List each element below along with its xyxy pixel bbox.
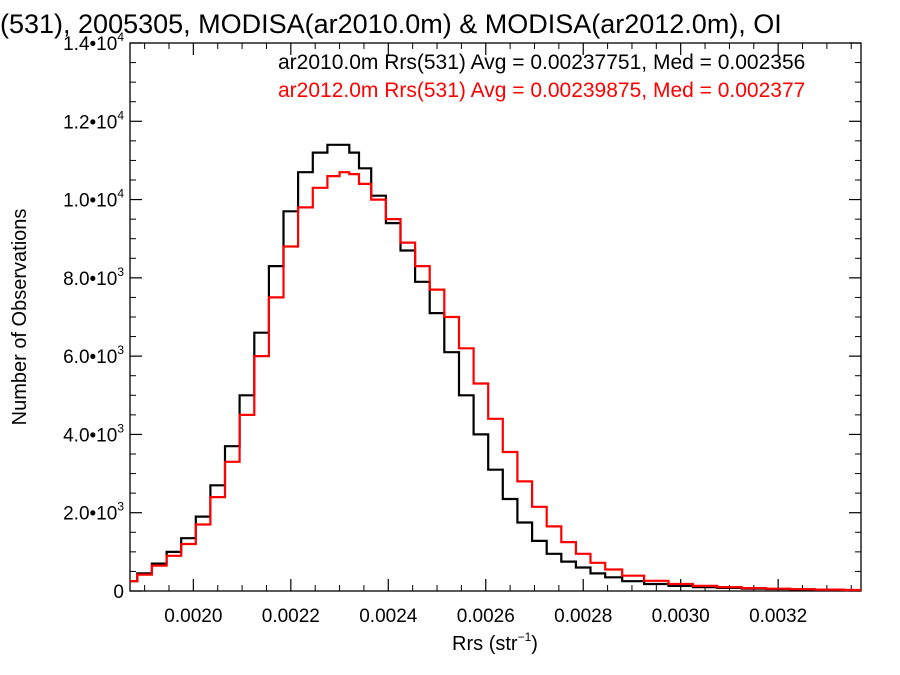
y-tick-label: 2.0•103 <box>63 500 124 525</box>
y-tick-exponent: 3 <box>117 421 124 435</box>
x-tick-label: 0.0020 <box>164 606 222 627</box>
x-tick-label: 0.0030 <box>652 606 710 627</box>
y-tick-mantissa: 2.0•10 <box>63 504 117 525</box>
x-tick-label: 0.0028 <box>554 606 612 627</box>
y-tick-mantissa: 6.0•10 <box>63 347 117 368</box>
series-line-ar2012-0m <box>130 171 861 592</box>
y-tick-mantissa: 1.4•10 <box>63 34 117 55</box>
y-tick-exponent: 3 <box>117 500 124 514</box>
x-tick-label: 0.0024 <box>359 606 418 627</box>
x-axis-label: Rrs (str−1) <box>452 630 538 655</box>
y-tick-label: 0 <box>113 582 124 603</box>
legend-entry-ar2010: ar2010.0m Rrs(531) Avg = 0.00237751, Med… <box>278 51 805 74</box>
chart-title: (531), 2005305, MODISA(ar2010.0m) & MODI… <box>0 9 782 39</box>
y-tick-exponent: 3 <box>117 265 124 279</box>
y-tick-mantissa: 1.2•10 <box>63 112 117 133</box>
y-tick-exponent: 4 <box>117 30 124 44</box>
y-tick-label: 6.0•103 <box>63 343 124 368</box>
y-tick-mantissa: 8.0•10 <box>63 269 117 290</box>
y-tick-mantissa: 1.0•10 <box>63 191 117 212</box>
x-axis-label-main: Rrs (str <box>452 633 518 655</box>
legend-entry-ar2012: ar2012.0m Rrs(531) Avg = 0.00239875, Med… <box>278 79 805 102</box>
y-tick-label: 1.0•104 <box>63 187 124 212</box>
x-tick-label: 0.0026 <box>457 606 515 627</box>
y-tick-exponent: 4 <box>117 187 124 201</box>
x-axis-label-sup: −1 <box>518 630 532 644</box>
x-axis: 0.0020 0.0022 0.0024 0.0026 0.0028 0.0030 0.00… <box>144 43 852 627</box>
y-tick-label: 8.0•103 <box>63 265 124 290</box>
x-tick-label: 0.0032 <box>749 606 807 627</box>
x-tick-label: 0.0022 <box>262 606 320 627</box>
y-tick-exponent: 4 <box>117 108 124 122</box>
y-tick-mantissa: 4.0•10 <box>63 425 117 446</box>
series-lines <box>130 143 861 592</box>
x-axis-label-end: ) <box>531 633 538 655</box>
y-tick-exponent: 3 <box>117 343 124 357</box>
y-tick-label: 1.4•104 <box>63 30 124 55</box>
y-tick-mantissa: 0 <box>113 582 124 603</box>
series-line-ar2010-0m <box>130 143 861 592</box>
y-tick-label: 4.0•103 <box>63 421 124 446</box>
y-tick-label: 1.2•104 <box>63 108 124 133</box>
y-axis: 02.0•1034.0•1036.0•1038.0•1031.0•1041.2•… <box>63 30 861 603</box>
plot-frame <box>129 42 862 592</box>
y-axis-label: Number of Observations <box>9 209 31 426</box>
